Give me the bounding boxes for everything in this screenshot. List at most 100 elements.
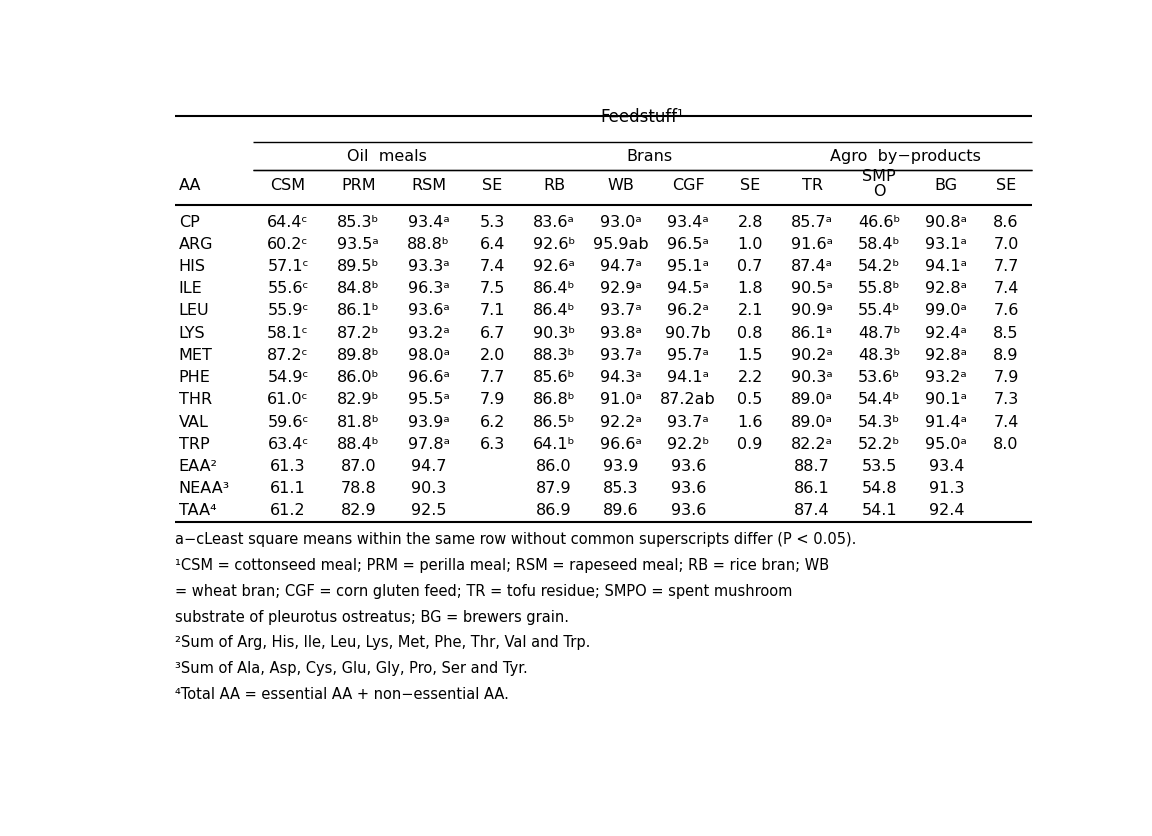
Text: 87.4ᵃ: 87.4ᵃ <box>791 259 833 274</box>
Text: 87.2ᵇ: 87.2ᵇ <box>338 326 379 341</box>
Text: 48.7ᵇ: 48.7ᵇ <box>858 326 901 341</box>
Text: 93.4ᵃ: 93.4ᵃ <box>408 215 449 230</box>
Text: SE: SE <box>740 178 760 193</box>
Text: 93.1ᵃ: 93.1ᵃ <box>925 237 968 252</box>
Text: = wheat bran; CGF = corn gluten feed; TR = tofu residue; SMPO = spent mushroom: = wheat bran; CGF = corn gluten feed; TR… <box>175 584 793 599</box>
Text: 96.2ᵃ: 96.2ᵃ <box>667 303 710 319</box>
Text: substrate of pleurotus ostreatus; BG = brewers grain.: substrate of pleurotus ostreatus; BG = b… <box>175 609 569 624</box>
Text: 6.4: 6.4 <box>479 237 505 252</box>
Text: 93.4ᵃ: 93.4ᵃ <box>667 215 710 230</box>
Text: 1.5: 1.5 <box>737 348 763 363</box>
Text: 93.7ᵃ: 93.7ᵃ <box>667 415 710 430</box>
Text: SE: SE <box>996 178 1016 193</box>
Text: 93.9ᵃ: 93.9ᵃ <box>408 415 449 430</box>
Text: 61.0ᶜ: 61.0ᶜ <box>267 392 309 407</box>
Text: 86.0: 86.0 <box>536 459 571 474</box>
Text: 7.1: 7.1 <box>479 303 505 319</box>
Text: 7.7: 7.7 <box>479 370 505 385</box>
Text: 5.3: 5.3 <box>479 215 505 230</box>
Text: 95.9ab: 95.9ab <box>593 237 649 252</box>
Text: 58.4ᵇ: 58.4ᵇ <box>858 237 901 252</box>
Text: 85.3: 85.3 <box>604 482 639 496</box>
Text: WB: WB <box>607 178 635 193</box>
Text: NEAA³: NEAA³ <box>179 482 230 496</box>
Text: 1.8: 1.8 <box>737 281 763 296</box>
Text: 61.2: 61.2 <box>271 503 305 518</box>
Text: 7.9: 7.9 <box>993 370 1018 385</box>
Text: 84.8ᵇ: 84.8ᵇ <box>338 281 380 296</box>
Text: 7.5: 7.5 <box>479 281 505 296</box>
Text: 94.7: 94.7 <box>411 459 446 474</box>
Text: 95.7ᵃ: 95.7ᵃ <box>667 348 710 363</box>
Text: 90.1ᵃ: 90.1ᵃ <box>925 392 968 407</box>
Text: 1.6: 1.6 <box>737 415 763 430</box>
Text: 0.9: 0.9 <box>737 436 763 451</box>
Text: 93.9: 93.9 <box>604 459 639 474</box>
Text: 96.6ᵃ: 96.6ᵃ <box>600 436 642 451</box>
Text: 93.3ᵃ: 93.3ᵃ <box>408 259 449 274</box>
Text: 82.9ᵇ: 82.9ᵇ <box>338 392 379 407</box>
Text: 93.4: 93.4 <box>929 459 964 474</box>
Text: 94.1ᵃ: 94.1ᵃ <box>667 370 710 385</box>
Text: 92.8ᵃ: 92.8ᵃ <box>925 348 968 363</box>
Text: Feedstuff¹: Feedstuff¹ <box>600 108 684 126</box>
Text: 86.9: 86.9 <box>536 503 571 518</box>
Text: AA: AA <box>179 178 202 193</box>
Text: 64.1ᵇ: 64.1ᵇ <box>532 436 575 451</box>
Text: 60.2ᶜ: 60.2ᶜ <box>267 237 309 252</box>
Text: 96.6ᵃ: 96.6ᵃ <box>408 370 449 385</box>
Text: 89.0ᵃ: 89.0ᵃ <box>791 415 833 430</box>
Text: ILE: ILE <box>179 281 203 296</box>
Text: 2.1: 2.1 <box>737 303 763 319</box>
Text: 93.8ᵃ: 93.8ᵃ <box>600 326 642 341</box>
Text: 99.0ᵃ: 99.0ᵃ <box>925 303 968 319</box>
Text: 6.7: 6.7 <box>479 326 505 341</box>
Text: 95.0ᵃ: 95.0ᵃ <box>925 436 968 451</box>
Text: 92.8ᵃ: 92.8ᵃ <box>925 281 968 296</box>
Text: 90.3: 90.3 <box>411 482 446 496</box>
Text: 91.4ᵃ: 91.4ᵃ <box>925 415 968 430</box>
Text: 89.5ᵇ: 89.5ᵇ <box>338 259 379 274</box>
Text: 1.0: 1.0 <box>737 237 763 252</box>
Text: 94.7ᵃ: 94.7ᵃ <box>600 259 642 274</box>
Text: BG: BG <box>934 178 957 193</box>
Text: 0.7: 0.7 <box>737 259 763 274</box>
Text: 89.6: 89.6 <box>604 503 639 518</box>
Text: 93.6: 93.6 <box>670 503 706 518</box>
Text: 48.3ᵇ: 48.3ᵇ <box>858 348 901 363</box>
Text: 88.8ᵇ: 88.8ᵇ <box>407 237 450 252</box>
Text: Brans: Brans <box>627 150 673 165</box>
Text: VAL: VAL <box>179 415 209 430</box>
Text: 90.8ᵃ: 90.8ᵃ <box>925 215 968 230</box>
Text: CGF: CGF <box>672 178 705 193</box>
Text: 2.0: 2.0 <box>479 348 505 363</box>
Text: 52.2ᵇ: 52.2ᵇ <box>858 436 901 451</box>
Text: 96.3ᵃ: 96.3ᵃ <box>408 281 449 296</box>
Text: 86.0ᵇ: 86.0ᵇ <box>338 370 379 385</box>
Text: ²Sum of Arg, His, Ile, Leu, Lys, Met, Phe, Thr, Val and Trp.: ²Sum of Arg, His, Ile, Leu, Lys, Met, Ph… <box>175 635 591 650</box>
Text: 94.5ᵃ: 94.5ᵃ <box>667 281 710 296</box>
Text: 89.8ᵇ: 89.8ᵇ <box>338 348 380 363</box>
Text: 93.7ᵃ: 93.7ᵃ <box>600 303 642 319</box>
Text: 93.2ᵃ: 93.2ᵃ <box>408 326 449 341</box>
Text: 90.9ᵃ: 90.9ᵃ <box>791 303 833 319</box>
Text: 93.5ᵃ: 93.5ᵃ <box>338 237 379 252</box>
Text: 54.3ᵇ: 54.3ᵇ <box>858 415 901 430</box>
Text: 7.6: 7.6 <box>993 303 1018 319</box>
Text: 91.6ᵃ: 91.6ᵃ <box>791 237 833 252</box>
Text: ¹CSM = cottonseed meal; PRM = perilla meal; RSM = rapeseed meal; RB = rice bran;: ¹CSM = cottonseed meal; PRM = perilla me… <box>175 558 829 573</box>
Text: 85.3ᵇ: 85.3ᵇ <box>338 215 379 230</box>
Text: 54.4ᵇ: 54.4ᵇ <box>858 392 901 407</box>
Text: 91.0ᵃ: 91.0ᵃ <box>600 392 642 407</box>
Text: 87.9: 87.9 <box>536 482 571 496</box>
Text: 86.5ᵇ: 86.5ᵇ <box>532 415 575 430</box>
Text: 6.2: 6.2 <box>479 415 505 430</box>
Text: 92.5: 92.5 <box>411 503 446 518</box>
Text: 2.8: 2.8 <box>737 215 763 230</box>
Text: 94.3ᵃ: 94.3ᵃ <box>600 370 642 385</box>
Text: 86.1ᵃ: 86.1ᵃ <box>791 326 833 341</box>
Text: 7.7: 7.7 <box>993 259 1018 274</box>
Text: 7.4: 7.4 <box>993 415 1018 430</box>
Text: 78.8: 78.8 <box>341 482 377 496</box>
Text: 90.5ᵃ: 90.5ᵃ <box>791 281 833 296</box>
